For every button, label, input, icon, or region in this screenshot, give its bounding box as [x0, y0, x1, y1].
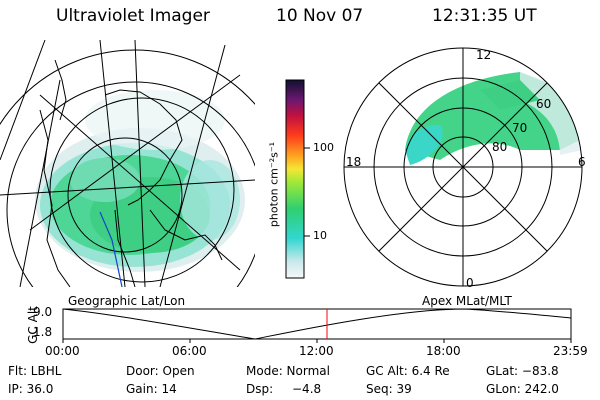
status-flt: Flt: LBHL [8, 364, 62, 378]
polar-lat-80: 80 [492, 140, 508, 154]
date-label: 10 Nov 07 [276, 6, 364, 26]
status-gain: Gain: 14 [126, 382, 177, 396]
app-title: Ultraviolet Imager [56, 6, 210, 26]
timeline-ytick-top: 9.0 [33, 305, 53, 319]
colorbar-tick-10: 10 [313, 229, 327, 242]
lat-circle-75 [67, 137, 183, 253]
time-label: 12:31:35 UT [432, 6, 537, 26]
colorbar-scale [285, 79, 305, 279]
status-dsp-value: −4.8 [292, 382, 322, 396]
status-ip: IP: 36.0 [8, 382, 54, 396]
status-door: Door: Open [126, 364, 195, 378]
timeline-xtick-2359: 23:59 [553, 344, 588, 358]
status-dsp-label: Dsp: [246, 382, 274, 396]
timeline-frame [62, 308, 572, 340]
polar-hour-6: 6 [578, 155, 586, 169]
geographic-label: Geographic Lat/Lon [68, 294, 186, 308]
polar-hour-18: 18 [346, 155, 362, 169]
status-glon: GLon: 242.0 [486, 382, 559, 396]
timeline-xtick-0000: 00:00 [45, 344, 80, 358]
altitude-curve [62, 308, 572, 340]
status-seq: Seq: 39 [366, 382, 412, 396]
apex-label: Apex MLat/MLT [422, 294, 512, 308]
lat-circle-60 [49, 97, 235, 283]
timeline-ytick-bottom: 1.8 [33, 325, 53, 339]
polar-hour-12: 12 [476, 48, 492, 62]
timeline-xtick-0600: 06:00 [172, 344, 207, 358]
polar-lat-60: 60 [536, 97, 552, 111]
polar-hour-0: 0 [466, 276, 474, 290]
status-gcalt: GC Alt: 6.4 Re [366, 364, 450, 378]
timeline-xtick-1800: 18:00 [426, 344, 461, 358]
status-mode: Mode: Normal [246, 364, 330, 378]
colorbar-tick-100: 100 [313, 141, 334, 154]
polar-lat-70: 70 [512, 121, 528, 135]
timeline-xtick-1200: 12:00 [299, 344, 334, 358]
status-glat: GLat: −83.8 [486, 364, 559, 378]
